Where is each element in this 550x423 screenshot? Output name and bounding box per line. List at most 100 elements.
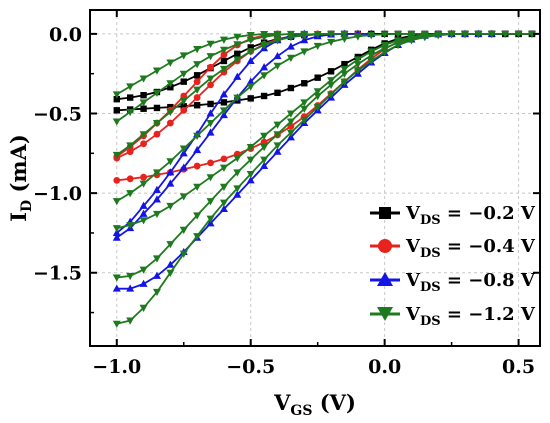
data-point-triangle-down: [126, 221, 135, 230]
data-point-triangle-up: [300, 36, 309, 44]
data-point-square: [234, 50, 241, 57]
data-point-triangle-up: [193, 145, 202, 154]
data-point-triangle-down: [367, 57, 376, 66]
x-axis-title: VGS (V): [273, 390, 356, 419]
data-point-triangle-down: [313, 88, 322, 96]
data-point-triangle-down: [126, 83, 135, 91]
data-point-circle: [193, 78, 201, 86]
data-point-triangle-down: [380, 31, 389, 39]
data-point-triangle-up: [233, 72, 242, 80]
data-point-triangle-down: [219, 46, 228, 55]
data-point-triangle-down: [273, 62, 282, 70]
data-point-triangle-down: [353, 56, 362, 64]
data-point-square: [180, 78, 187, 85]
data-point-triangle-down: [219, 107, 228, 115]
data-point-triangle-up: [112, 233, 121, 241]
data-point-triangle-down: [327, 30, 336, 39]
data-point-triangle-up: [112, 284, 121, 292]
data-point-triangle-down: [206, 215, 215, 223]
data-point-triangle-down: [179, 70, 188, 78]
data-point-triangle-up: [166, 168, 175, 176]
data-point-square: [207, 100, 214, 108]
data-point-triangle-up: [246, 176, 255, 184]
data-point-triangle-down: [300, 30, 309, 39]
data-point-triangle-up: [139, 201, 148, 209]
data-point-triangle-down: [152, 210, 161, 219]
data-point-triangle-down: [286, 110, 295, 118]
data-point-triangle-down: [246, 83, 255, 91]
data-point-triangle-down: [126, 272, 135, 281]
data-point-triangle-down: [233, 169, 242, 177]
data-point-triangle-down: [420, 30, 429, 39]
data-point-triangle-down: [353, 67, 362, 75]
data-point-triangle-down: [327, 81, 336, 90]
y-tick-label: −1.0: [33, 183, 82, 205]
data-point-triangle-up: [219, 90, 228, 98]
data-point-triangle-down: [179, 226, 188, 234]
legend-entry: VDS = −0.2 V: [370, 203, 536, 228]
data-point-triangle-down: [233, 33, 242, 41]
legend-marker-circle: [378, 239, 392, 253]
data-point-triangle-down: [300, 48, 309, 56]
series-line: [116, 33, 492, 279]
data-point-triangle-down: [327, 38, 336, 47]
data-point-triangle-down: [260, 132, 269, 141]
data-point-square: [247, 44, 254, 51]
data-point-triangle-down: [273, 121, 282, 129]
data-point-triangle-down: [273, 30, 282, 39]
data-point-triangle-up: [246, 56, 255, 64]
data-point-circle: [207, 63, 214, 71]
series-layer: [112, 29, 536, 328]
data-point-triangle-down: [367, 52, 376, 60]
legend-marker-square: [379, 207, 391, 219]
series-line: [116, 33, 345, 156]
data-point-triangle-down: [206, 120, 215, 128]
data-point-triangle-down: [246, 171, 255, 179]
data-point-triangle-up: [260, 161, 269, 170]
data-point-triangle-down: [260, 31, 269, 39]
data-point-triangle-down: [219, 183, 228, 191]
data-point-triangle-down: [139, 131, 148, 139]
data-point-square: [113, 95, 120, 103]
x-tick-label: 0.5: [502, 356, 535, 378]
data-point-triangle-down: [367, 32, 376, 40]
data-point-triangle-down: [166, 202, 175, 211]
data-point-triangle-down: [300, 105, 309, 113]
data-point-triangle-down: [112, 320, 121, 328]
data-point-square: [140, 105, 147, 112]
data-point-triangle-down: [139, 304, 148, 312]
data-point-triangle-down: [126, 142, 135, 150]
data-point-circle: [140, 140, 147, 148]
data-point-triangle-down: [514, 30, 523, 39]
data-point-circle: [180, 106, 188, 114]
data-point-triangle-down: [219, 36, 228, 44]
data-point-triangle-down: [206, 40, 215, 48]
data-point-triangle-down: [193, 86, 202, 94]
data-point-triangle-down: [313, 42, 322, 51]
data-point-triangle-down: [179, 193, 188, 201]
data-point-triangle-down: [126, 108, 135, 117]
data-point-triangle-down: [152, 288, 161, 297]
data-point-circle: [193, 162, 201, 170]
data-point-triangle-down: [246, 143, 255, 152]
data-point-square: [287, 84, 295, 92]
data-point-triangle-down: [219, 199, 228, 207]
data-point-triangle-up: [166, 179, 175, 187]
data-point-triangle-down: [340, 30, 349, 39]
data-point-square: [153, 104, 161, 112]
legend: VDS = −0.2 V VDS = −0.4 V VDS = −0.8 V V…: [370, 203, 536, 329]
data-point-triangle-down: [166, 108, 175, 117]
data-point-triangle-down: [193, 61, 202, 69]
data-point-triangle-down: [300, 99, 309, 107]
data-point-triangle-up: [273, 51, 282, 60]
data-point-triangle-down: [206, 53, 215, 61]
data-point-triangle-down: [286, 129, 295, 137]
data-point-triangle-down: [380, 49, 389, 57]
x-tick-label: −0.5: [226, 356, 275, 378]
data-point-triangle-down: [139, 99, 148, 107]
data-point-triangle-down: [112, 274, 121, 282]
data-point-circle: [126, 175, 134, 183]
data-point-triangle-down: [166, 241, 175, 249]
data-point-triangle-down: [461, 30, 469, 39]
